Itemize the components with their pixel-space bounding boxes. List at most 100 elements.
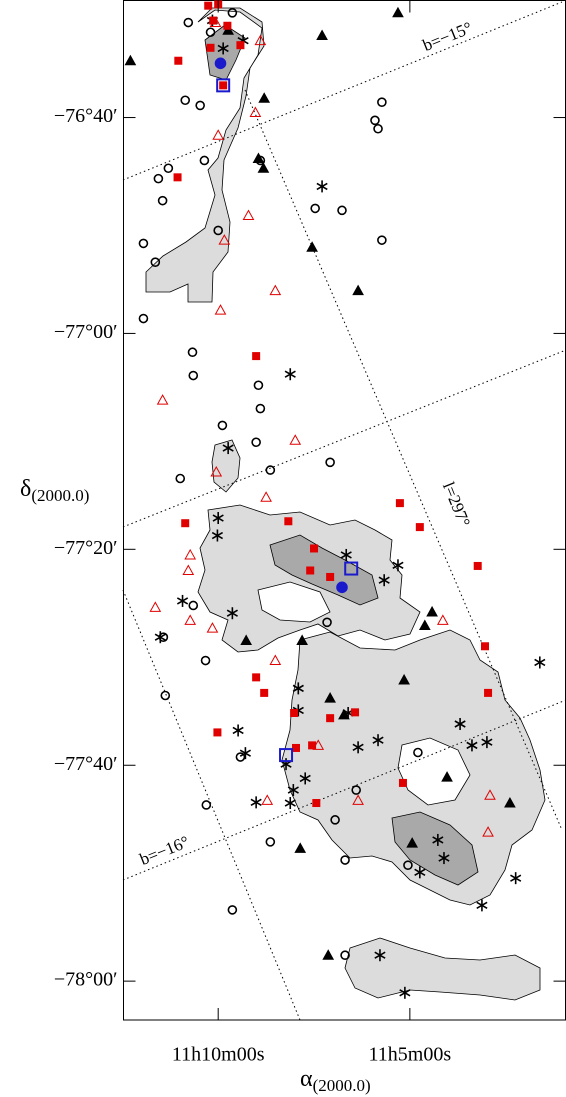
- marker-square: [310, 544, 319, 553]
- asterisk-stroke: [399, 989, 411, 997]
- marker-triangle: [210, 466, 223, 477]
- marker-triangle: [306, 241, 318, 252]
- x-tick-label: 11h10m00s: [172, 1044, 265, 1066]
- marker-circle: [251, 437, 261, 448]
- marker-square: [306, 566, 315, 575]
- marker-circle: [322, 617, 332, 628]
- marker-square: [473, 561, 482, 570]
- contour: [391, 811, 479, 886]
- marker-square: [284, 517, 293, 526]
- marker-triangle: [338, 708, 350, 720]
- marker-square: [206, 43, 215, 52]
- marker-circle: [265, 465, 276, 475]
- marker-triangle: [124, 54, 137, 66]
- marker-triangle: [324, 692, 336, 703]
- cloud-contours: [145, 7, 546, 1001]
- asterisk-stroke: [212, 514, 224, 522]
- marker-circle: [213, 225, 223, 236]
- y-axis-symbol: δ: [20, 476, 31, 502]
- marker-asterisk: [211, 529, 224, 542]
- asterisk-stroke: [217, 44, 229, 53]
- marker-triangle: [257, 162, 270, 173]
- marker-circle: [187, 347, 198, 358]
- marker-asterisk: [217, 42, 229, 55]
- marker-triangle: [184, 614, 197, 625]
- y-tick-label: −77°40′: [54, 753, 118, 775]
- marker-asterisk: [340, 548, 352, 561]
- marker-circle: [163, 163, 174, 174]
- marker-asterisk: [432, 833, 444, 846]
- contour-hole: [397, 737, 471, 806]
- marker-asterisk: [372, 734, 384, 747]
- marker-circle: [157, 195, 168, 206]
- marker-circle: [180, 95, 191, 106]
- marker-circle: [255, 403, 266, 414]
- asterisk-stroke: [438, 854, 450, 862]
- asterisk-stroke: [372, 736, 384, 744]
- contour: [145, 7, 265, 303]
- marker-square: [213, 728, 222, 737]
- marker-asterisk: [414, 866, 426, 879]
- asterisk-stroke: [280, 760, 292, 768]
- marker-square: [219, 81, 228, 90]
- marker-asterisk: [534, 656, 546, 669]
- marker-circle: [413, 747, 423, 758]
- asterisk-stroke: [374, 951, 386, 959]
- contour: [211, 439, 241, 493]
- asterisk-stroke: [226, 609, 238, 617]
- marker-asterisk: [222, 442, 234, 455]
- marker-square: [204, 1, 213, 10]
- marker-circle: [183, 17, 194, 28]
- marker-triangle: [269, 284, 282, 296]
- markers: [124, 0, 546, 999]
- marker-triangle: [184, 548, 197, 560]
- asterisk-stroke: [176, 597, 189, 605]
- marker-triangle: [222, 24, 235, 35]
- marker-triangle: [316, 29, 328, 40]
- marker-square: [279, 748, 294, 763]
- marker-square: [236, 41, 245, 50]
- marker-square: [181, 519, 190, 528]
- marker-square: [415, 523, 424, 532]
- marker-square: [326, 572, 335, 581]
- marker-circle: [195, 100, 205, 111]
- asterisk-stroke: [284, 370, 296, 378]
- contour: [269, 534, 379, 606]
- marker-square: [223, 21, 232, 30]
- marker-square: [312, 799, 321, 808]
- marker-triangle: [249, 106, 262, 118]
- marker-circle: [330, 815, 340, 825]
- marker-asterisk: [466, 739, 478, 752]
- marker-square: [173, 173, 182, 182]
- marker-circle: [265, 837, 276, 847]
- galactic-grid-line: [122, 1, 563, 181]
- marker-asterisk: [399, 986, 411, 999]
- asterisk-stroke: [476, 901, 488, 910]
- marker-square: [290, 708, 299, 717]
- marker-circle: [153, 173, 164, 184]
- marker-asterisk: [212, 512, 224, 525]
- marker-triangle: [392, 6, 404, 18]
- marker-square: [398, 778, 407, 787]
- asterisk-stroke: [154, 633, 166, 641]
- asterisk-stroke: [510, 874, 522, 882]
- marker-asterisk: [392, 559, 404, 572]
- y-tick-label: −77°20′: [54, 537, 118, 559]
- marker-circle: [253, 380, 264, 391]
- x-tick-label: 11h5m00s: [369, 1044, 452, 1066]
- marker-asterisk: [292, 682, 304, 695]
- marker-square: [308, 741, 317, 750]
- asterisk-stroke: [454, 720, 466, 728]
- contour-hole: [257, 581, 331, 623]
- marker-circle: [227, 8, 238, 18]
- asterisk-stroke: [222, 444, 234, 452]
- asterisk-stroke: [250, 798, 262, 807]
- marker-circle: [199, 155, 210, 166]
- x-axis-label: α(2000.0): [300, 1066, 371, 1095]
- marker-circle: [138, 238, 149, 249]
- marker-triangle: [426, 605, 438, 617]
- y-axis-subscript: (2000.0): [31, 486, 89, 505]
- marker-asterisk: [476, 899, 488, 912]
- marker-triangle: [240, 634, 253, 645]
- marker-circle: [188, 600, 199, 611]
